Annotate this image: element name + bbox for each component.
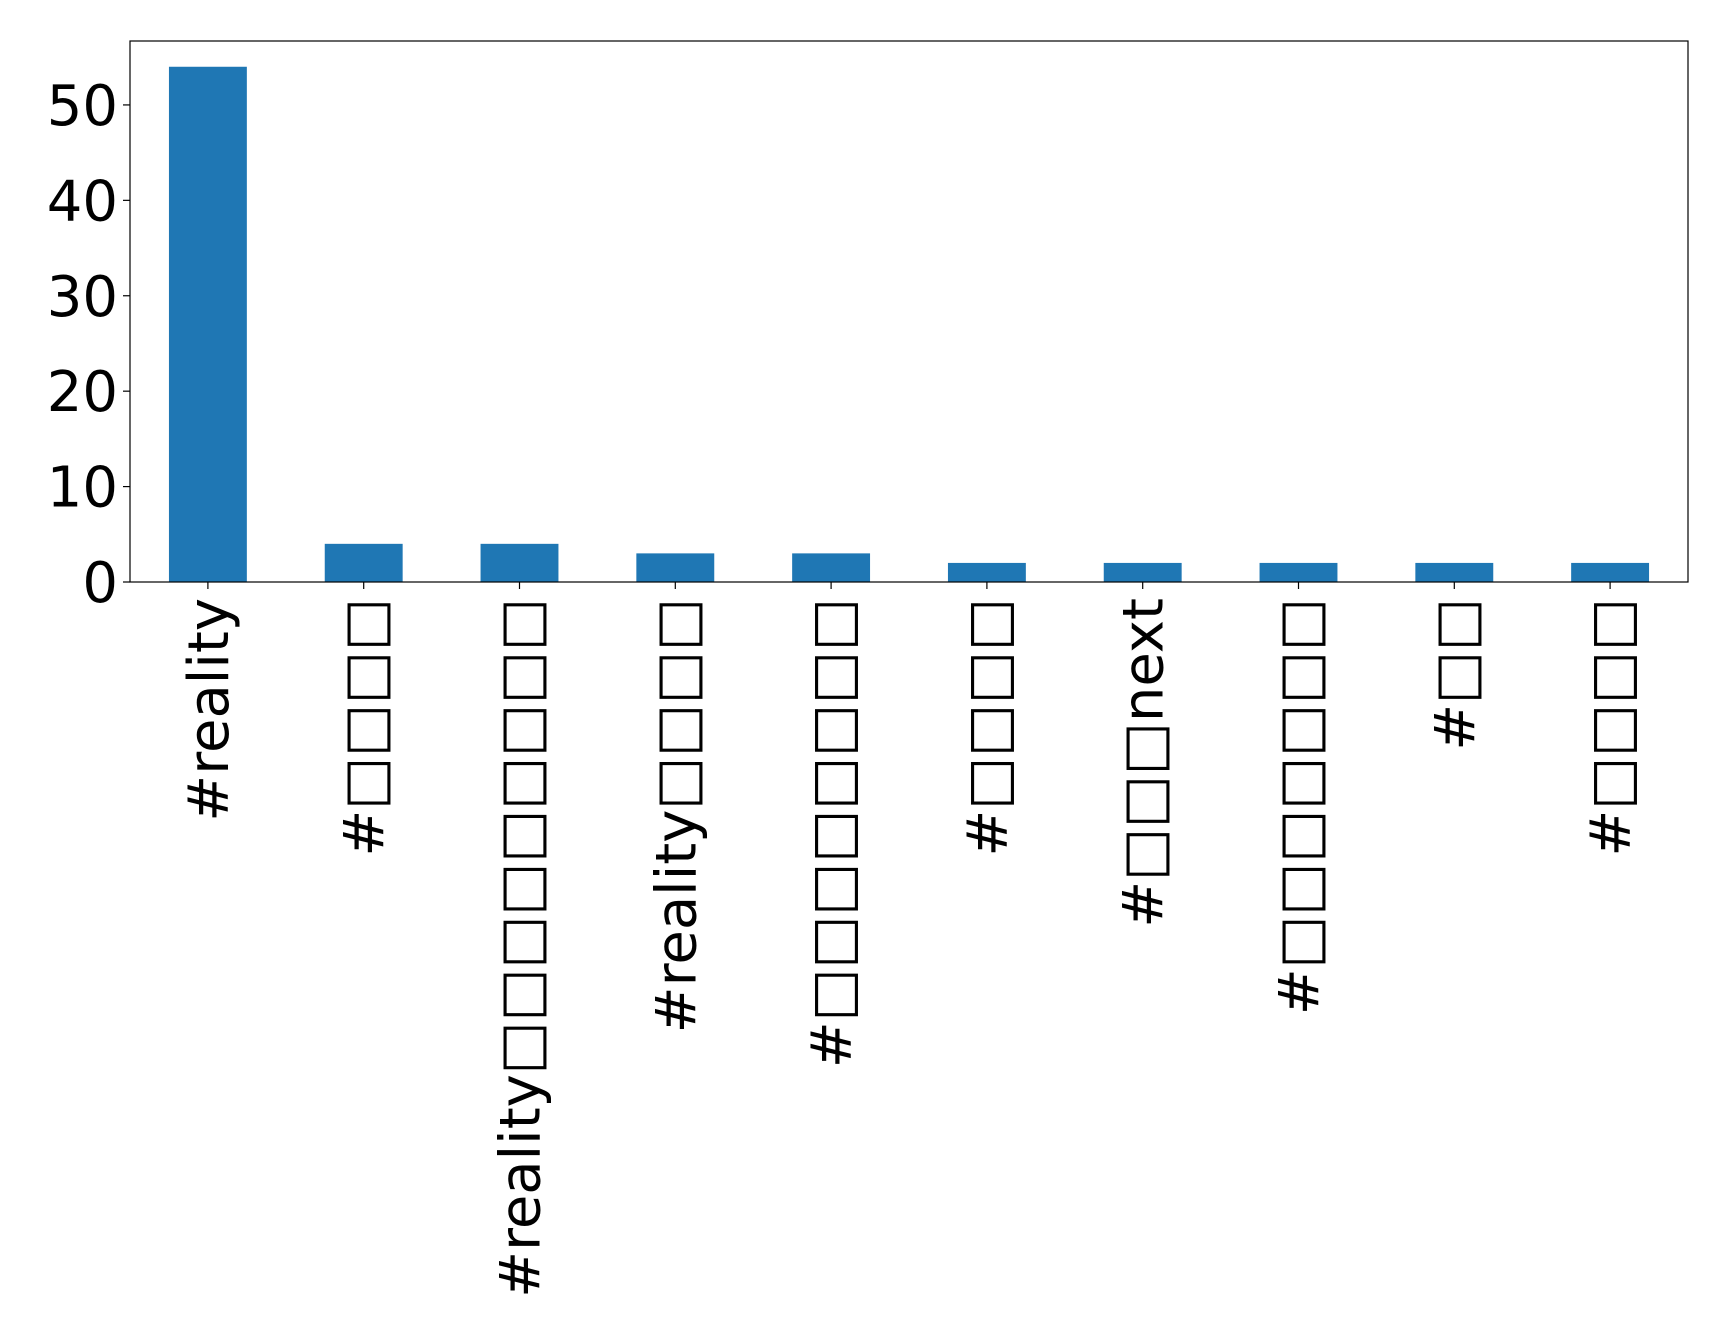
y-tick-label: 10 <box>47 456 118 521</box>
y-tick-label: 30 <box>47 265 118 330</box>
bar-0 <box>168 66 247 582</box>
x-tick-label: #□□□next <box>1112 598 1177 928</box>
x-tick-label: #reality <box>177 598 242 822</box>
bar-8 <box>1415 562 1494 582</box>
bar-1 <box>324 543 403 582</box>
bars-layer <box>168 66 1650 582</box>
bar-4 <box>792 553 871 582</box>
plot-frame <box>129 40 1689 583</box>
bar-3 <box>636 553 715 582</box>
bar-5 <box>947 562 1026 582</box>
y-tick-label: 50 <box>47 74 118 139</box>
y-axis-ticks: 0 10 20 30 40 50 <box>47 74 130 616</box>
x-tick-label: #reality□□□□□□□□□ <box>489 598 554 1298</box>
x-tick-label: #□□□□ <box>956 598 1021 857</box>
x-tick-label: #reality□□□□ <box>644 598 709 1033</box>
bar-6 <box>1103 562 1182 582</box>
x-tick-label: #□□□□□□□ <box>1268 598 1333 1015</box>
x-tick-label: #□□□□ <box>1579 598 1644 857</box>
y-tick-label: 0 <box>82 551 118 616</box>
y-tick-label: 40 <box>47 169 118 234</box>
y-tick-label: 20 <box>47 360 118 425</box>
bar-2 <box>480 543 559 582</box>
x-axis-ticks: #reality #□□□□ #reality□□□□□□□□□ #reality□□… <box>177 582 1644 1298</box>
bar-7 <box>1259 562 1338 582</box>
bar-9 <box>1571 562 1650 582</box>
x-tick-label: #□□□□ <box>333 598 398 857</box>
x-tick-label: #□□□□□□□□ <box>800 598 865 1068</box>
x-tick-label: #□□ <box>1423 598 1488 751</box>
